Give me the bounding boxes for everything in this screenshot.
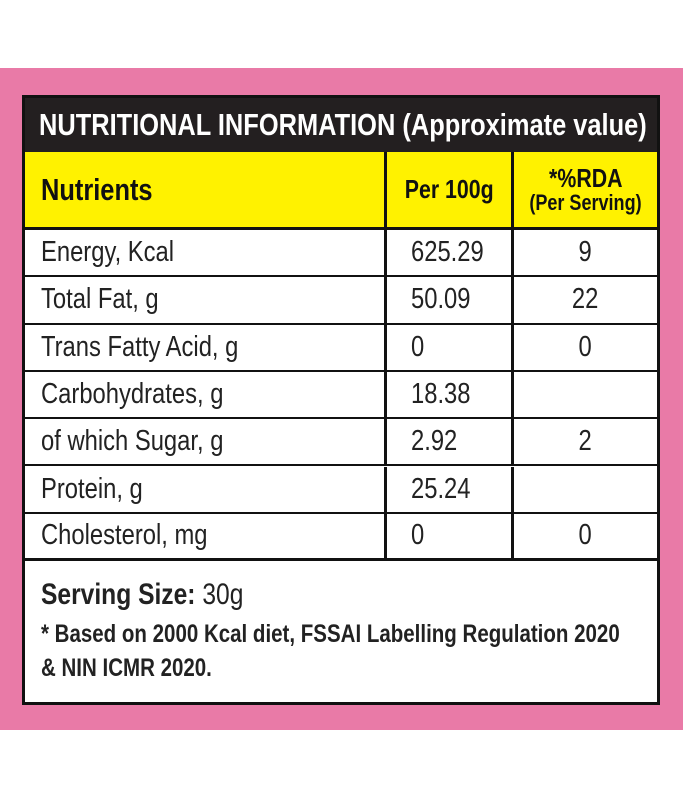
nutrient-name: Cholesterol, mg (41, 519, 208, 552)
serving-line: Serving Size: 30g (41, 578, 243, 612)
nutrient-value: 0 (411, 330, 425, 363)
table-cell: 0 (514, 514, 657, 562)
footnote-text: & NIN ICMR 2020. (41, 653, 212, 682)
nutrient-value: 25.24 (411, 472, 471, 505)
nutrient-name: Protein, g (41, 472, 143, 505)
nutrient-name: Total Fat, g (41, 283, 159, 316)
nutrient-name: Trans Fatty Acid, g (41, 330, 239, 363)
table-cell: Total Fat, g (25, 277, 387, 325)
table-cell: 625.29 (387, 230, 514, 278)
nutrition-label: NUTRITIONAL INFORMATION (Approximate val… (22, 95, 660, 705)
title-bar: NUTRITIONAL INFORMATION (Approximate val… (25, 98, 657, 152)
table-cell: of which Sugar, g (25, 419, 387, 467)
table-cell: 0 (387, 324, 514, 372)
nutrient-value: 9 (578, 236, 593, 269)
footnote-text: * Based on 2000 Kcal diet, FSSAI Labelli… (41, 619, 620, 648)
table-cell (514, 467, 657, 514)
nutrient-name: Energy, Kcal (41, 236, 175, 269)
table-cell: 18.38 (387, 371, 514, 420)
header-cell: Per 100g (387, 152, 514, 230)
nutrient-value: 50.09 (411, 283, 471, 316)
table-cell: Protein, g (25, 466, 387, 514)
table-cell: 2.92 (387, 419, 514, 467)
table-cell (514, 372, 657, 420)
serving-value: 30g (202, 578, 244, 612)
table-cell: 25.24 (387, 466, 514, 514)
nutrient-value: 2.92 (411, 425, 458, 458)
table-cell: 9 (514, 230, 657, 278)
column-header: *%RDA (548, 162, 623, 193)
nutrient-value: 0 (411, 519, 425, 552)
table-cell: Trans Fatty Acid, g (25, 324, 387, 372)
table-cell: 22 (514, 277, 657, 325)
table-cell: 0 (514, 325, 657, 372)
table-cell: 0 (387, 513, 514, 562)
nutrient-name: Carbohydrates, g (41, 378, 224, 411)
table-cell: 2 (514, 419, 657, 467)
title: NUTRITIONAL INFORMATION (Approximate val… (39, 107, 647, 142)
column-header: Nutrients (41, 171, 153, 207)
nutrient-name: of which Sugar, g (41, 425, 224, 458)
nutrient-value: 0 (578, 519, 593, 552)
nutrient-value: 18.38 (411, 378, 471, 411)
table-cell: 50.09 (387, 277, 514, 325)
header-cell: Nutrients (25, 152, 387, 230)
footnote: * Based on 2000 Kcal diet, FSSAI Labelli… (41, 617, 683, 651)
nutrient-value: 0 (578, 330, 593, 363)
table-cell: Carbohydrates, g (25, 371, 387, 420)
serving-size: Serving Size: 30g (41, 575, 288, 615)
nutrient-value: 625.29 (411, 236, 484, 269)
nutrient-value: 2 (578, 425, 593, 458)
column-header: Per 100g (404, 174, 494, 204)
nutrient-value: 22 (572, 283, 599, 316)
serving-label: Serving Size: (41, 578, 196, 612)
table-cell: Cholesterol, mg (25, 513, 387, 562)
header-cell: *%RDA (Per Serving) (514, 152, 657, 230)
footnote: & NIN ICMR 2020. (41, 651, 249, 685)
table-cell: Energy, Kcal (25, 230, 387, 278)
column-subheader: (Per Serving) (529, 189, 642, 215)
